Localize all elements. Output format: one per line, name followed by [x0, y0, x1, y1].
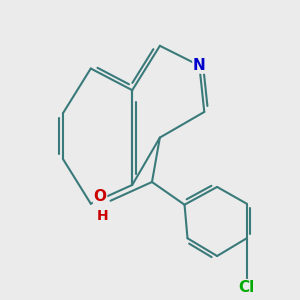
Text: H: H — [97, 208, 108, 223]
Text: O: O — [94, 189, 106, 204]
Text: N: N — [193, 58, 206, 73]
Text: Cl: Cl — [238, 280, 255, 295]
